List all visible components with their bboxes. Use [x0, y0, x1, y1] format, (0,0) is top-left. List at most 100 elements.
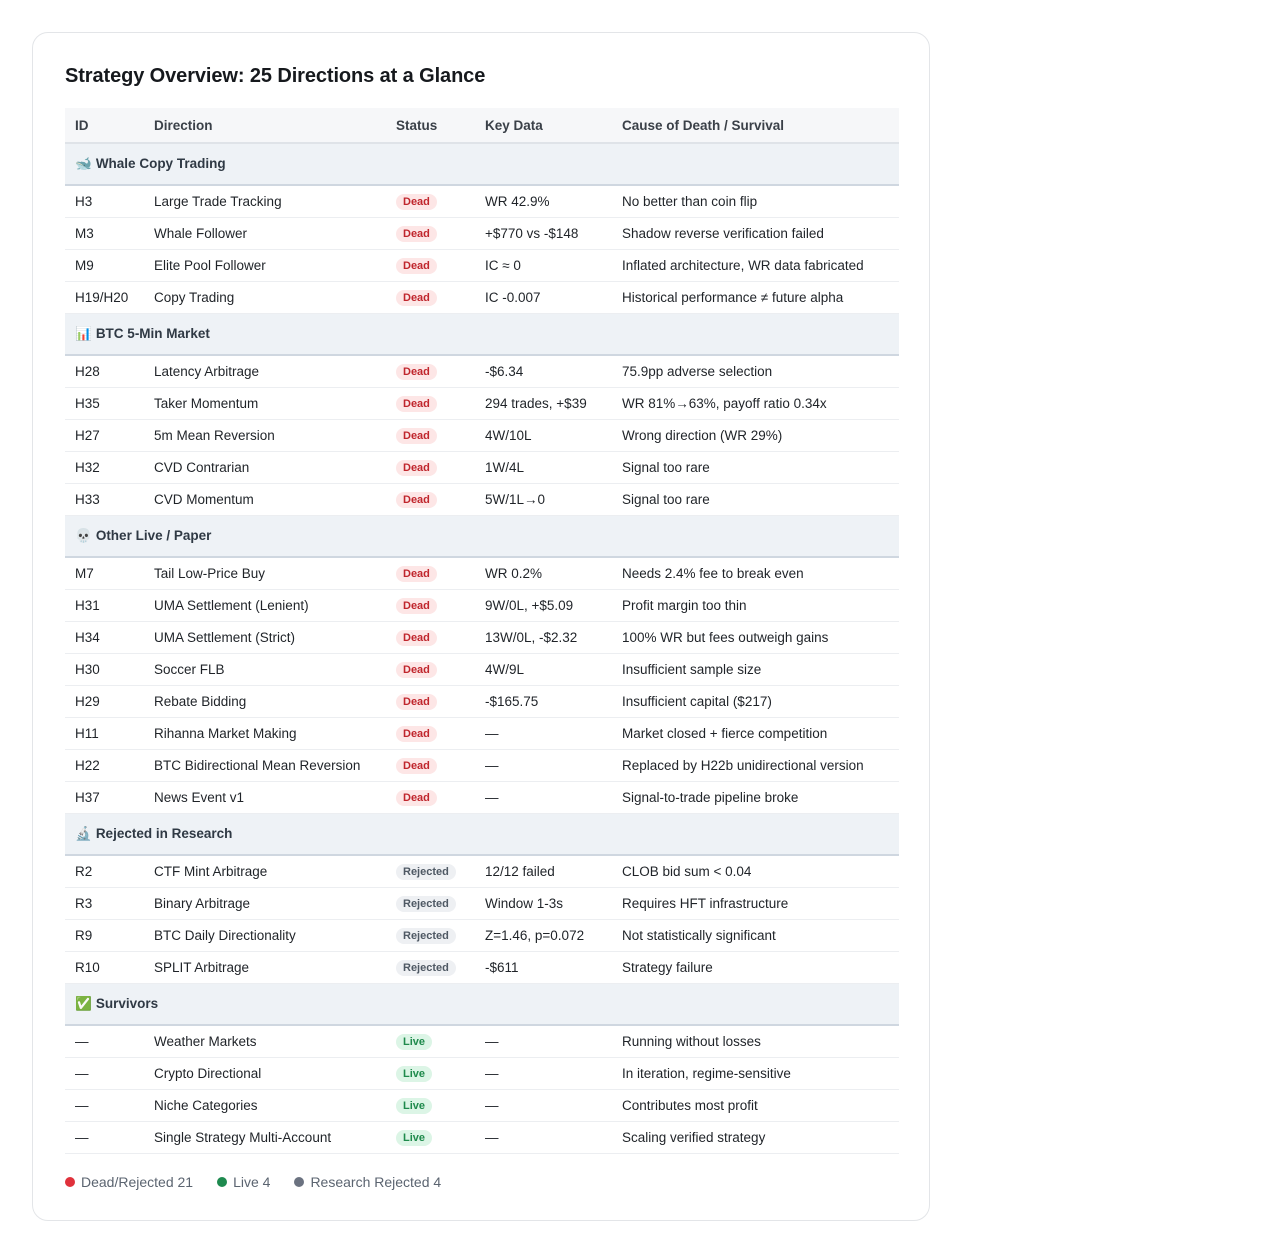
table-body: 🐋 Whale Copy Trading H3 Large Trade Trackin… [65, 143, 899, 1154]
cell-status: Dead [386, 387, 475, 420]
table-row: H33 CVD Momentum Dead 5W/1L→0 Signal too rar… [65, 483, 899, 516]
cell-key-data: 1W/4L [475, 451, 612, 484]
cell-status: Dead [386, 249, 475, 282]
cell-status: Dead [386, 653, 475, 686]
cell-cause: WR 81%→63%, payoff ratio 0.34x [612, 387, 899, 420]
status-badge: Live [396, 1066, 433, 1082]
status-badge: Dead [396, 226, 437, 242]
cell-direction: Binary Arbitrage [144, 887, 386, 920]
cell-key-data: — [475, 749, 612, 782]
group-header-row: ✅ Survivors [65, 983, 899, 1026]
group-emoji-icon: 🔬 [75, 826, 92, 842]
cell-direction: Rihanna Market Making [144, 717, 386, 750]
legend-item: Live 4 [217, 1174, 270, 1190]
status-badge: Live [396, 1130, 433, 1146]
cell-status: Dead [386, 781, 475, 814]
cell-cause: Market closed + fierce competition [612, 717, 899, 750]
cell-direction: CVD Momentum [144, 483, 386, 516]
cell-cause: Wrong direction (WR 29%) [612, 419, 899, 452]
cell-key-data: WR 42.9% [475, 185, 612, 218]
cell-id: H33 [65, 483, 144, 516]
group-header: 📊 BTC 5-Min Market [65, 313, 899, 356]
group-label: Rejected in Research [95, 826, 233, 841]
table-row: M9 Elite Pool Follower Dead IC ≈ 0 Inflated … [65, 249, 899, 282]
cell-key-data: — [475, 717, 612, 750]
cell-cause: Requires HFT infrastructure [612, 887, 899, 920]
status-badge: Dead [396, 630, 437, 646]
group-emoji-icon: 📊 [75, 326, 92, 342]
table-header-row: ID Direction Status Key Data Cause of De… [65, 108, 899, 144]
group-emoji-icon: 💀 [75, 528, 92, 544]
cell-direction: CVD Contrarian [144, 451, 386, 484]
cell-id: — [65, 1089, 144, 1122]
cell-status: Dead [386, 621, 475, 654]
cell-direction: Copy Trading [144, 281, 386, 314]
table-row: R3 Binary Arbitrage Rejected Window 1-3s Req… [65, 887, 899, 920]
legend-label: Dead/Rejected 21 [81, 1174, 194, 1190]
cell-direction: Large Trade Tracking [144, 185, 386, 218]
group-label: BTC 5-Min Market [95, 326, 210, 341]
cell-status: Dead [386, 557, 475, 590]
cell-id: H22 [65, 749, 144, 782]
page-title: Strategy Overview: 25 Directions at a Gl… [65, 65, 486, 87]
status-badge: Dead [396, 790, 437, 806]
cell-direction: Crypto Directional [144, 1057, 386, 1090]
table-row: H11 Rihanna Market Making Dead — Market clos… [65, 717, 899, 750]
cell-key-data: -$165.75 [475, 685, 612, 718]
group-header: 🔬 Rejected in Research [65, 813, 899, 856]
cell-key-data: Z=1.46, p=0.072 [475, 919, 612, 952]
status-badge: Rejected [396, 896, 456, 912]
cell-status: Dead [386, 355, 475, 388]
cell-id: M3 [65, 217, 144, 250]
table-row: H27 5m Mean Reversion Dead 4W/10L Wrong dire… [65, 419, 899, 452]
cell-id: R3 [65, 887, 144, 920]
cell-direction: Taker Momentum [144, 387, 386, 420]
cell-key-data: Window 1-3s [475, 887, 612, 920]
cell-cause: 75.9pp adverse selection [612, 355, 899, 388]
cell-cause: Inflated architecture, WR data fabricate… [612, 249, 899, 282]
cell-status: Dead [386, 749, 475, 782]
cell-direction: BTC Bidirectional Mean Reversion [144, 749, 386, 782]
strategy-overview-card: Strategy Overview: 25 Directions at a Gl… [32, 32, 930, 1221]
cell-id: H19/H20 [65, 281, 144, 314]
cell-key-data: 12/12 failed [475, 855, 612, 888]
column-header-direction: Direction [144, 108, 386, 144]
cell-cause: Historical performance ≠ future alpha [612, 281, 899, 314]
cell-cause: Shadow reverse verification failed [612, 217, 899, 250]
cell-cause: Insufficient capital ($217) [612, 685, 899, 718]
cell-status: Live [386, 1025, 475, 1058]
column-header-id: ID [65, 108, 144, 144]
cell-id: R10 [65, 951, 144, 984]
cell-key-data: +$770 vs -$148 [475, 217, 612, 250]
table-row: — Weather Markets Live — Running without los… [65, 1025, 899, 1058]
cell-status: Rejected [386, 951, 475, 984]
cell-id: H3 [65, 185, 144, 218]
cell-cause: Insufficient sample size [612, 653, 899, 686]
cell-status: Dead [386, 217, 475, 250]
cell-id: H11 [65, 717, 144, 750]
group-emoji-icon: 🐋 [75, 156, 92, 172]
table-row: — Single Strategy Multi-Account Live — Scali… [65, 1121, 899, 1154]
table-row: H30 Soccer FLB Dead 4W/9L Insufficient sampl… [65, 653, 899, 686]
table-row: R10 SPLIT Arbitrage Rejected -$611 Strategy … [65, 951, 899, 984]
cell-status: Rejected [386, 919, 475, 952]
cell-id: H31 [65, 589, 144, 622]
cell-id: — [65, 1025, 144, 1058]
cell-cause: No better than coin flip [612, 185, 899, 218]
cell-key-data: 9W/0L, +$5.09 [475, 589, 612, 622]
cell-direction: Whale Follower [144, 217, 386, 250]
cell-status: Dead [386, 281, 475, 314]
group-header: 🐋 Whale Copy Trading [65, 143, 899, 186]
cell-status: Live [386, 1089, 475, 1122]
table-row: H37 News Event v1 Dead — Signal-to-trade pip… [65, 781, 899, 814]
cell-cause: Not statistically significant [612, 919, 899, 952]
status-badge: Dead [396, 758, 437, 774]
status-badge: Rejected [396, 928, 456, 944]
status-badge: Dead [396, 694, 437, 710]
cell-key-data: WR 0.2% [475, 557, 612, 590]
cell-direction: Single Strategy Multi-Account [144, 1121, 386, 1154]
column-header-cause: Cause of Death / Survival [612, 108, 899, 144]
cell-status: Dead [386, 419, 475, 452]
cell-cause: Signal-to-trade pipeline broke [612, 781, 899, 814]
cell-key-data: 4W/9L [475, 653, 612, 686]
